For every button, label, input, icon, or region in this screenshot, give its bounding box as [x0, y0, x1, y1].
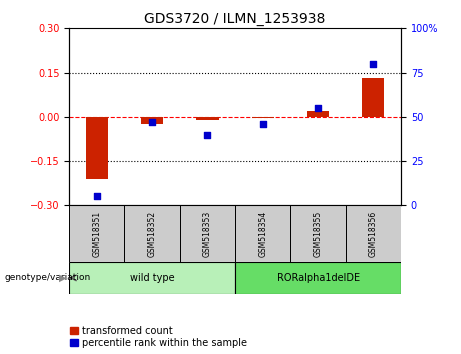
Text: wild type: wild type: [130, 273, 174, 283]
Bar: [290, 205, 346, 262]
Bar: [124, 205, 180, 262]
Point: [148, 119, 156, 125]
Text: RORalpha1delDE: RORalpha1delDE: [277, 273, 360, 283]
Bar: [86, 117, 108, 179]
Bar: [307, 111, 329, 117]
Text: GSM518354: GSM518354: [258, 211, 267, 257]
Text: GSM518352: GSM518352: [148, 211, 157, 257]
Bar: [141, 117, 163, 124]
Point: [259, 121, 266, 127]
Text: GSM518353: GSM518353: [203, 211, 212, 257]
Legend: transformed count, percentile rank within the sample: transformed count, percentile rank withi…: [70, 325, 248, 349]
Text: GSM518355: GSM518355: [313, 211, 323, 257]
Bar: [69, 262, 235, 294]
Bar: [362, 79, 384, 117]
Text: GSM518356: GSM518356: [369, 211, 378, 257]
Point: [370, 61, 377, 67]
Point: [314, 105, 322, 111]
Bar: [235, 205, 290, 262]
Point: [93, 194, 100, 199]
Text: ▶: ▶: [59, 273, 66, 283]
Title: GDS3720 / ILMN_1253938: GDS3720 / ILMN_1253938: [144, 12, 326, 26]
Point: [204, 132, 211, 137]
Bar: [196, 117, 219, 120]
Bar: [180, 205, 235, 262]
Text: GSM518351: GSM518351: [92, 211, 101, 257]
Bar: [252, 117, 274, 118]
Bar: [346, 205, 401, 262]
Text: genotype/variation: genotype/variation: [5, 273, 91, 282]
Bar: [69, 205, 124, 262]
Bar: [235, 262, 401, 294]
